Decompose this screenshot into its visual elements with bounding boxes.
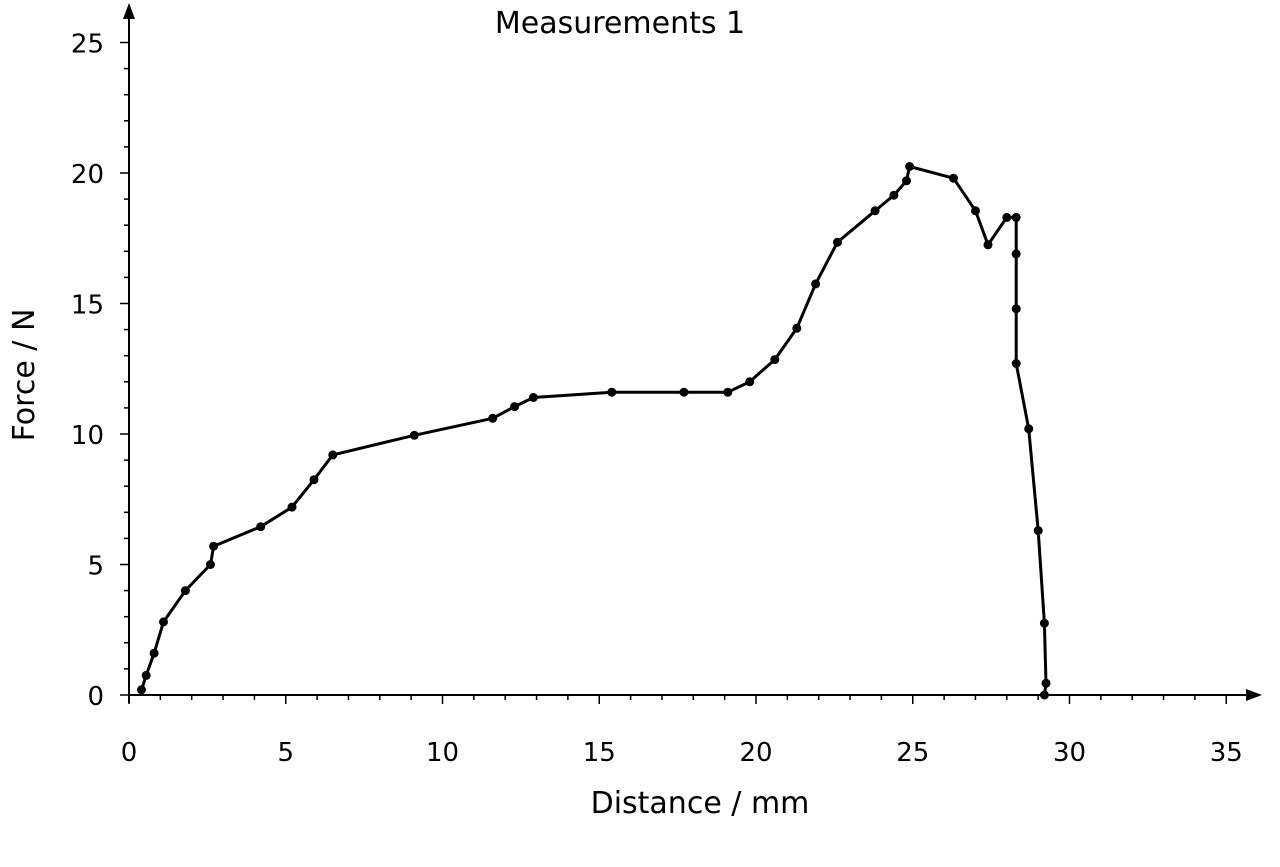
chart-title: Measurements 1	[495, 6, 745, 41]
y-tick-label: 0	[87, 682, 104, 712]
series-layer	[137, 162, 1051, 700]
data-point	[149, 648, 159, 658]
data-point	[905, 162, 915, 171]
data-point	[889, 190, 899, 200]
y-tick-label: 10	[71, 421, 104, 451]
data-point	[1002, 212, 1012, 222]
data-point	[256, 522, 266, 532]
data-point	[309, 475, 319, 485]
y-axis-label: Force / N	[7, 309, 42, 442]
x-tick-label: 35	[1210, 738, 1243, 768]
data-point	[745, 377, 755, 387]
data-point	[792, 323, 802, 333]
data-point	[287, 502, 297, 512]
y-tick-label: 5	[87, 552, 104, 582]
x-tick-label: 5	[277, 738, 294, 768]
data-point	[141, 670, 151, 680]
data-point	[1011, 304, 1021, 314]
data-point	[770, 355, 780, 365]
data-point	[902, 176, 911, 186]
x-tick-label: 0	[121, 738, 138, 768]
axes: 0 5 10 15 20 25 30 35 0 5 10 15 20 25	[71, 3, 1262, 768]
data-point	[137, 685, 146, 695]
data-point	[510, 402, 520, 412]
x-tick-label: 30	[1053, 738, 1086, 768]
x-tick-label: 15	[583, 738, 616, 768]
x-tick-label: 25	[896, 738, 929, 768]
data-point	[1041, 678, 1051, 688]
data-point	[1011, 359, 1021, 368]
data-point	[328, 450, 338, 460]
x-axis-label: Distance / mm	[591, 786, 810, 821]
data-point	[607, 387, 617, 397]
x-tick-label: 10	[426, 738, 459, 768]
data-point	[159, 617, 168, 627]
y-axis-arrow	[123, 3, 135, 19]
data-point	[1011, 249, 1021, 259]
x-axis-arrow	[1246, 689, 1262, 701]
data-point	[409, 430, 419, 440]
data-point	[1011, 212, 1021, 222]
data-point	[206, 560, 215, 569]
data-point	[870, 206, 880, 216]
data-point	[1024, 424, 1034, 434]
data-point	[180, 586, 190, 596]
data-point	[983, 240, 993, 250]
y-tick-label: 15	[71, 291, 104, 321]
data-point	[949, 173, 958, 183]
data-point	[811, 279, 821, 289]
data-point	[971, 206, 980, 216]
data-point	[209, 541, 219, 551]
data-point	[528, 393, 538, 402]
data-point	[1039, 618, 1049, 628]
series-line	[140, 165, 1048, 697]
data-point	[1033, 526, 1043, 536]
data-point	[1039, 690, 1049, 700]
x-tick-label: 20	[739, 738, 772, 768]
y-tick-label: 20	[71, 160, 104, 190]
data-point	[488, 413, 498, 423]
y-tick-label: 25	[71, 30, 104, 60]
data-point	[723, 387, 733, 397]
data-point	[833, 237, 842, 247]
data-point	[679, 387, 689, 397]
